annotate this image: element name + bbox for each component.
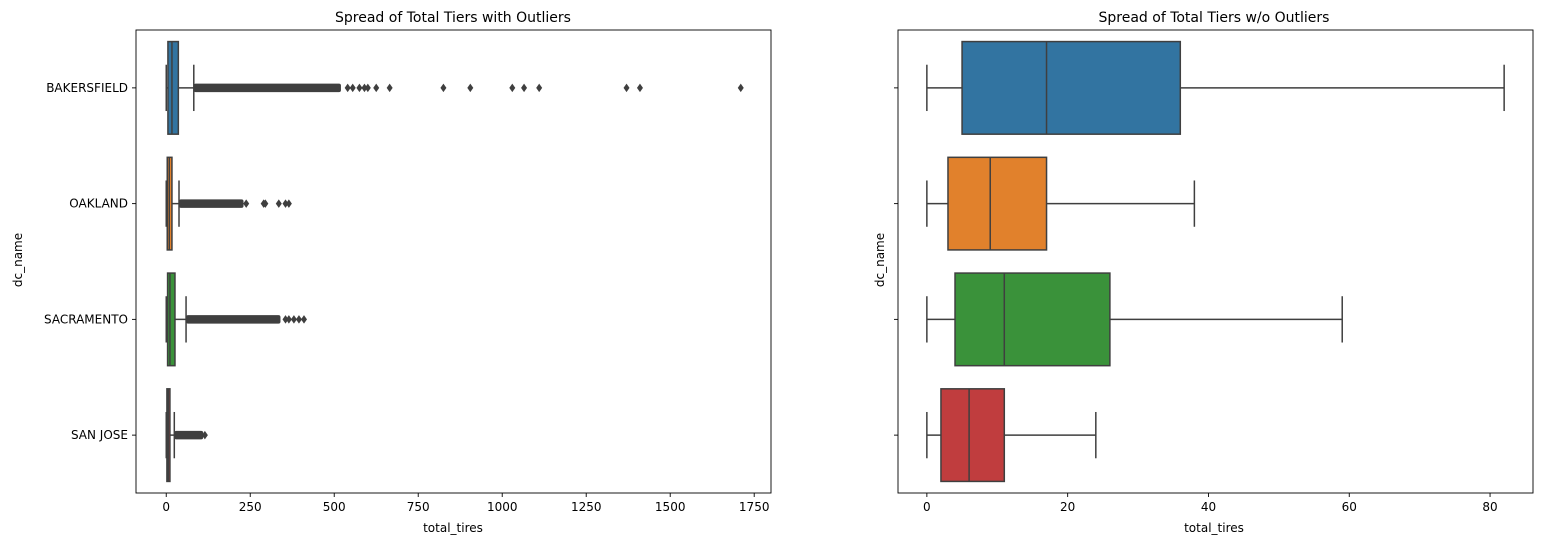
y-tick-label: SACRAMENTO [44,312,128,326]
x-tick-label: 500 [323,500,346,514]
outlier-point [373,83,380,93]
outlier-point [361,83,368,93]
outlier-point [344,83,351,93]
y-axis-label: dc_name [873,233,887,287]
x-tick-label: 0 [162,500,170,514]
box-iqr [961,40,1182,135]
x-axis-label: total_tires [1184,521,1244,535]
chart-title: Spread of Total Tiers with Outliers [335,10,571,26]
outlier-point [201,430,208,440]
outlier-point [300,315,307,324]
outlier-point [290,315,297,324]
outlier-point [356,83,363,93]
x-tick-label: 20 [1060,500,1075,514]
x-tick-label: 40 [1201,500,1216,514]
outlier-point [282,315,289,324]
box-san-jose [165,388,208,483]
outlier-point [262,199,269,208]
outlier-point [295,315,302,324]
chart-without-outliers: Spread of Total Tiers w/o Outliers total… [873,10,1534,535]
x-axis-label: total_tires [423,521,483,535]
x-tick-label: 1500 [655,500,686,514]
outlier-cluster [174,430,204,440]
outlier-point [536,83,543,93]
outlier-point [467,83,474,93]
box-iqr [947,156,1048,251]
box-sacramento [926,272,1343,367]
box-bakersfield [926,40,1505,135]
x-tick-label: 60 [1342,500,1357,514]
outlier-point [440,83,447,93]
box-iqr [954,272,1111,367]
y-tick-label: BAKERSFIELD [46,81,128,95]
box-iqr [167,40,180,135]
x-tick-label: 80 [1482,500,1497,514]
outlier-point [275,199,282,208]
outlier-point [282,199,289,208]
outlier-cluster [179,199,244,208]
y-tick-label: OAKLAND [69,197,128,211]
x-tick-label: 1250 [571,500,602,514]
outlier-point [285,199,292,208]
x-tick-label: 750 [407,500,430,514]
outlier-point [509,83,516,93]
outlier-point [285,315,292,324]
outlier-point [243,199,250,208]
outlier-point [623,83,630,93]
box-bakersfield [165,40,744,135]
x-tick-label: 1750 [739,500,770,514]
y-axis-label: dc_name [11,233,25,287]
outlier-point [521,83,528,93]
outlier-point [737,83,744,93]
box-san-jose [926,388,1097,483]
outlier-cluster [186,315,281,324]
outlier-point [349,83,356,93]
box-oakland [926,156,1196,251]
x-tick-label: 1000 [487,500,518,514]
box-oakland [165,156,292,251]
y-tick-label: SAN JOSE [71,428,128,442]
outlier-point [364,83,371,93]
outlier-point [636,83,643,93]
outlier-cluster [193,83,341,93]
box-iqr [166,272,176,367]
plot-frame [897,29,1534,494]
chart-with-outliers: Spread of Total Tiers with Outliers tota… [11,10,772,535]
outlier-point [386,83,393,93]
chart-title: Spread of Total Tiers w/o Outliers [1099,10,1330,26]
x-tick-label: 250 [239,500,262,514]
box-iqr [940,388,1006,483]
box-sacramento [165,272,307,367]
x-tick-label: 0 [923,500,931,514]
plot-frame [135,29,772,494]
